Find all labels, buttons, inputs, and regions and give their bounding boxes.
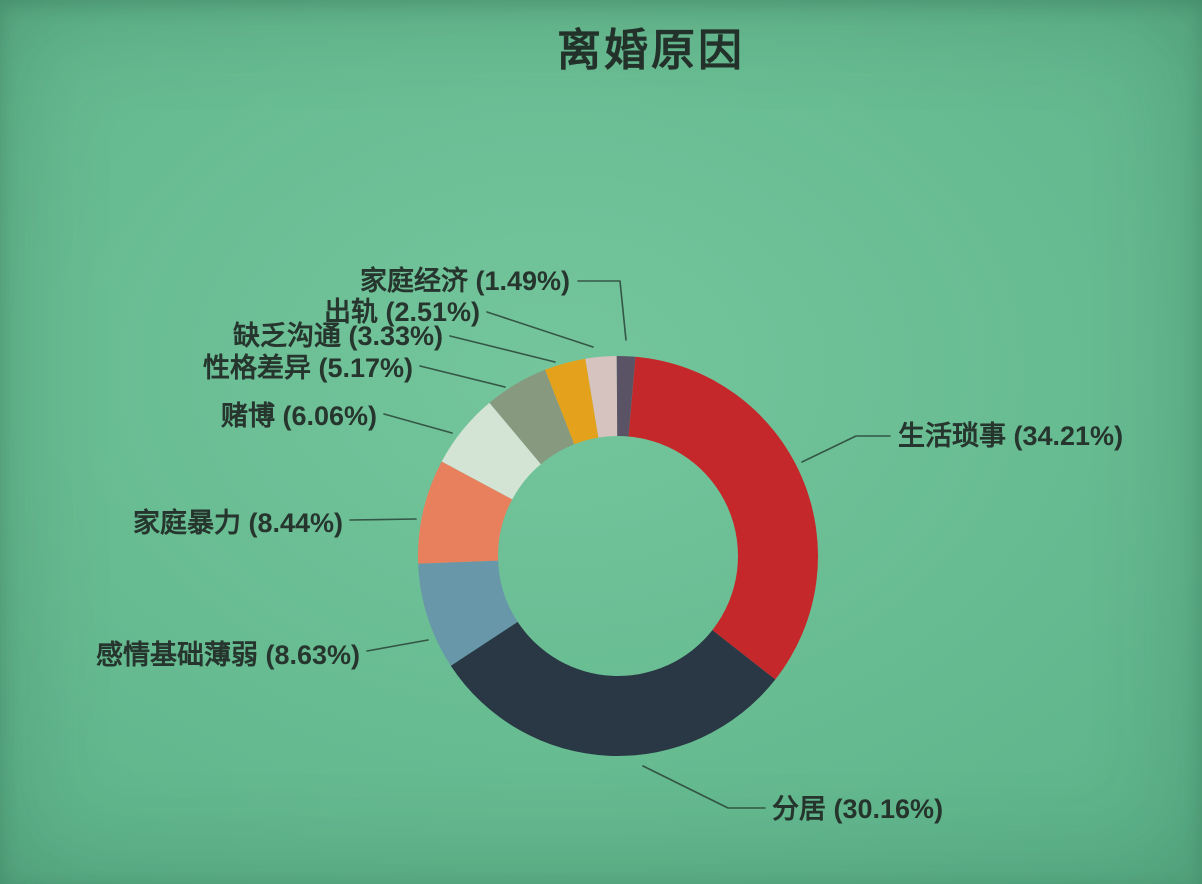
pie-slice-2[interactable] <box>418 560 518 666</box>
pie-slice-1[interactable] <box>450 621 776 756</box>
slice-label-0: 生活琐事 (34.21%) <box>898 420 1123 451</box>
leader-line-7 <box>486 311 594 348</box>
leader-line-0 <box>801 435 891 463</box>
leader-line-3 <box>349 518 417 521</box>
pie-slice-7[interactable] <box>585 356 618 438</box>
leader-line-4 <box>383 413 453 434</box>
pie-slice-4[interactable] <box>441 402 541 500</box>
leader-line-5 <box>419 365 506 388</box>
slice-label-1: 分居 (30.16%) <box>772 794 943 824</box>
pie-slice-6[interactable] <box>545 358 599 445</box>
pie-slice-0[interactable] <box>628 356 819 680</box>
leader-line-1 <box>642 765 766 809</box>
leader-line-8 <box>577 280 627 341</box>
pie-slice-8[interactable] <box>616 355 636 437</box>
pie-slice-3[interactable] <box>418 461 513 564</box>
slice-label-7: 出轨 (2.51%) <box>324 296 480 327</box>
leader-line-2 <box>366 639 429 652</box>
slice-label-6: 缺乏沟通 (3.33%) <box>233 321 443 351</box>
pie-slice-5[interactable] <box>489 369 575 465</box>
slice-label-5: 性格差异 (5.17%) <box>203 352 413 383</box>
slice-label-4: 赌博 (6.06%) <box>221 400 377 431</box>
chart-title: 离婚原因 <box>557 26 745 75</box>
slice-label-8: 家庭经济 (1.49%) <box>360 265 570 296</box>
slice-label-2: 感情基础薄弱 (8.63%) <box>96 639 360 670</box>
leader-line-6 <box>449 335 556 363</box>
slice-label-3: 家庭暴力 (8.44%) <box>133 507 343 538</box>
